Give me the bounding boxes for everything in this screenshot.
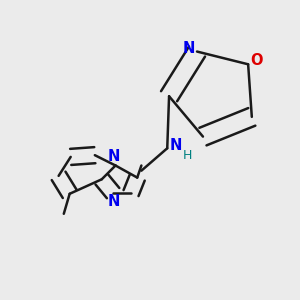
Text: N: N [182, 41, 195, 56]
Text: N: N [108, 194, 120, 209]
Text: H: H [183, 149, 192, 162]
Text: N: N [108, 149, 120, 164]
Text: O: O [250, 53, 263, 68]
Text: N: N [170, 138, 182, 153]
